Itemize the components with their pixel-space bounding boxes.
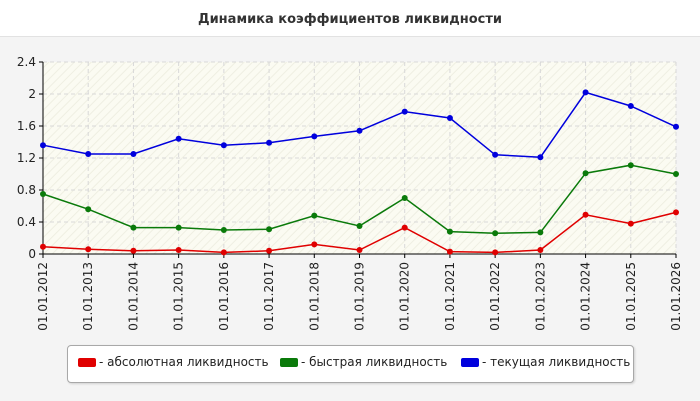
data-point [220, 249, 227, 256]
data-point [446, 115, 453, 121]
y-tick-label: 0.8 [17, 183, 36, 197]
data-point [85, 246, 92, 253]
legend-label-absolute: - абсолютная ликвидность [99, 355, 269, 369]
data-point [220, 142, 227, 149]
legend-swatch-current [461, 358, 479, 367]
legend-label-current: - текущая ликвидность [482, 355, 631, 369]
data-point [446, 248, 453, 255]
x-tick-label: 01.01.2017 [262, 262, 276, 331]
data-point [311, 212, 318, 219]
data-point [492, 230, 499, 237]
legend-swatch-absolute [78, 358, 96, 367]
data-point [401, 224, 408, 231]
data-point [266, 226, 273, 233]
data-point [537, 247, 544, 253]
x-tick-label: 01.01.2020 [398, 262, 412, 331]
data-point [40, 243, 46, 250]
chart-title: Динамика коэффициентов ликвидности [198, 12, 502, 27]
data-point [40, 142, 46, 149]
data-point [175, 224, 182, 231]
x-tick-label: 01.01.2023 [533, 262, 547, 331]
data-point [582, 211, 589, 218]
x-tick-label: 01.01.2019 [353, 262, 367, 331]
data-point [175, 247, 182, 253]
data-point [537, 229, 544, 236]
data-point [673, 171, 679, 177]
data-point [446, 228, 453, 235]
data-point [492, 249, 499, 256]
data-point [266, 139, 273, 146]
x-tick-label: 01.01.2013 [81, 262, 95, 331]
x-tick-label: 01.01.2012 [36, 262, 50, 331]
y-tick-label: 1.6 [17, 119, 36, 133]
y-tick-label: 0 [28, 247, 36, 261]
x-tick-label: 01.01.2018 [307, 262, 321, 331]
legend-swatch-quick [280, 358, 298, 367]
x-tick-label: 01.01.2025 [624, 262, 638, 331]
x-tick-label: 01.01.2015 [172, 262, 186, 331]
data-point [627, 220, 634, 227]
legend-item-current: - текущая ликвидность [461, 355, 630, 369]
data-point [673, 123, 679, 130]
data-point [537, 154, 544, 161]
data-point [627, 103, 634, 109]
data-point [130, 224, 137, 231]
data-point [356, 247, 363, 253]
y-tick-label: 0.4 [17, 215, 36, 229]
x-tick-label: 01.01.2014 [126, 262, 140, 331]
data-point [492, 151, 499, 158]
data-point [582, 89, 589, 96]
x-tick-label: 01.01.2022 [488, 262, 502, 331]
data-point [356, 127, 363, 134]
x-tick-label: 01.01.2026 [669, 262, 683, 331]
y-tick-label: 2 [28, 87, 36, 101]
data-point [401, 108, 408, 115]
legend-item-quick: - быстрая ликвидность [280, 355, 447, 369]
data-point [220, 227, 227, 233]
data-point [401, 195, 408, 201]
data-point [673, 209, 679, 216]
x-tick-label: 01.01.2021 [443, 262, 457, 331]
data-point [85, 206, 92, 213]
x-tick-label: 01.01.2016 [217, 262, 231, 331]
data-point [175, 135, 182, 142]
data-point [311, 133, 318, 140]
legend-label-quick: - быстрая ликвидность [301, 355, 448, 369]
data-point [40, 191, 46, 197]
data-point [130, 151, 137, 157]
data-point [356, 223, 363, 229]
data-point [627, 162, 634, 169]
legend-item-absolute: - абсолютная ликвидность [78, 355, 269, 369]
data-point [311, 241, 318, 248]
data-point [85, 151, 92, 157]
chart-legend: - абсолютная ликвидность - быстрая ликви… [67, 345, 634, 383]
y-tick-label: 1.2 [17, 151, 36, 165]
y-tick-label: 2.4 [17, 55, 36, 69]
data-point [130, 247, 137, 254]
data-point [582, 170, 589, 177]
x-tick-label: 01.01.2024 [579, 262, 593, 331]
data-point [266, 247, 273, 254]
